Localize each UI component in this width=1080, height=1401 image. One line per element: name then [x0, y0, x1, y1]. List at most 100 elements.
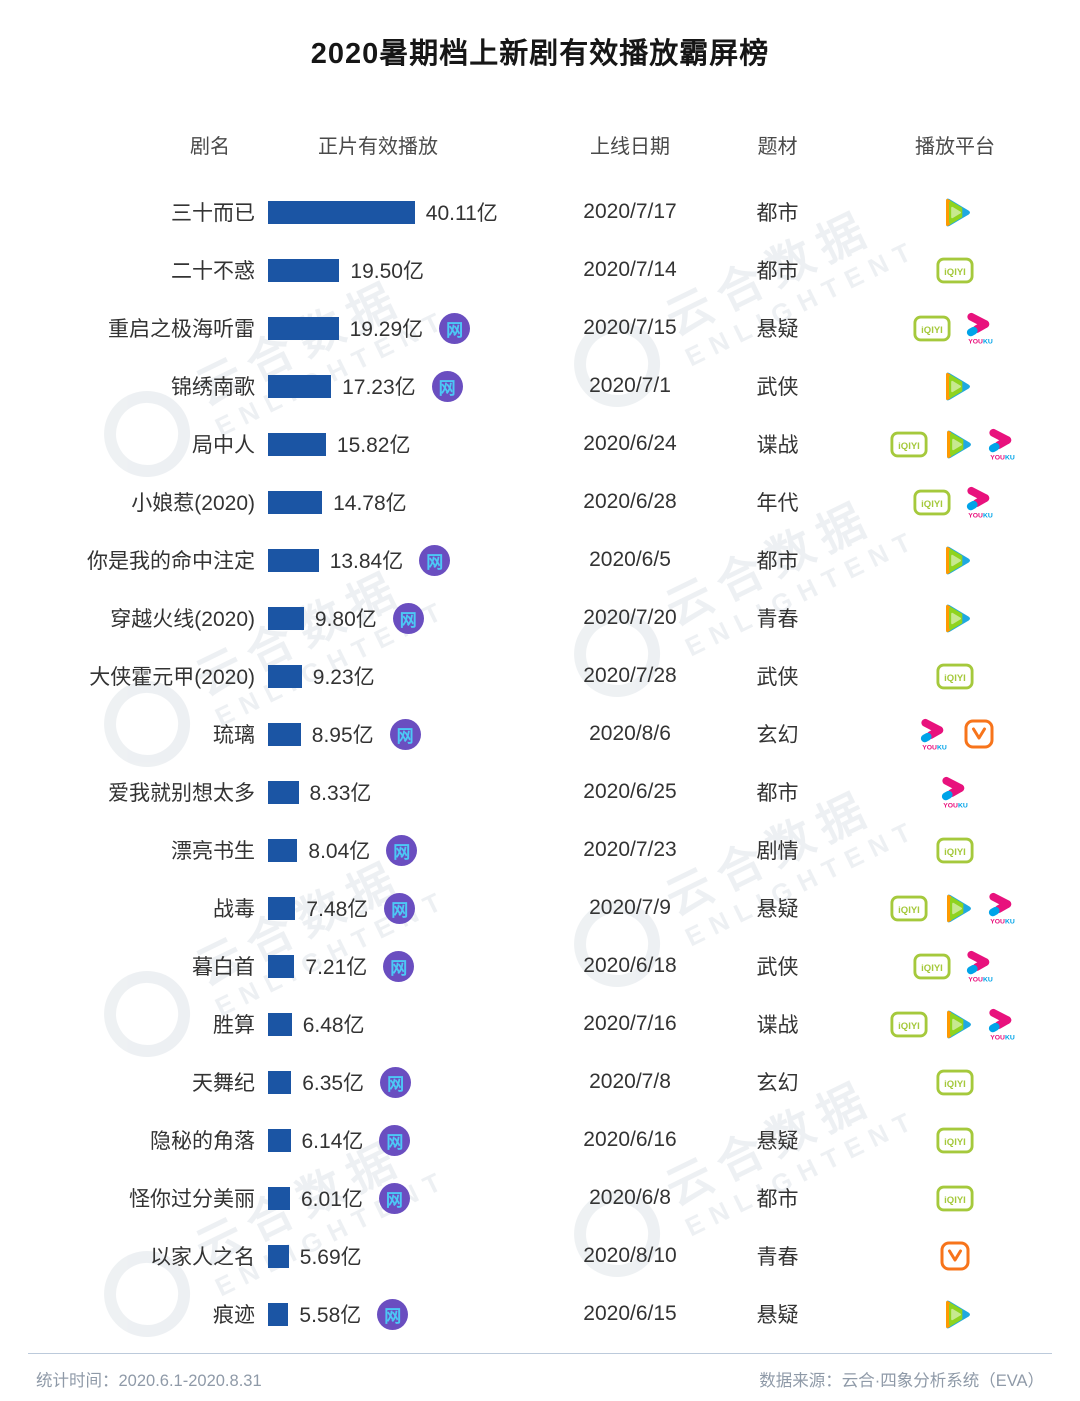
tencent-video-icon — [945, 198, 970, 226]
release-date: 2020/6/15 — [583, 1302, 677, 1325]
mango-tv-icon — [940, 1241, 970, 1271]
genre: 都市 — [756, 1188, 799, 1211]
web-drama-badge: 网 — [383, 950, 415, 982]
genre: 青春 — [756, 608, 799, 631]
playback-bar — [268, 258, 340, 282]
playback-cell: 9.23亿 — [255, 661, 555, 691]
playback-value: 8.33亿 — [309, 782, 372, 805]
iqiyi-icon: iQIYI — [936, 663, 974, 689]
playback-bar — [268, 954, 295, 978]
drama-name: 锦绣南歌 — [171, 376, 255, 399]
table-row: 痕迹 5.58亿 网 2020/6/15 悬疑 — [0, 1285, 1080, 1343]
genre: 都市 — [756, 550, 799, 573]
svg-text:YOUKU: YOUKU — [943, 802, 968, 809]
svg-text:YOUKU: YOUKU — [968, 512, 993, 519]
playback-cell: 8.95亿 网 — [255, 718, 555, 750]
column-header-playback: 正片有效播放 — [318, 136, 438, 158]
web-drama-badge: 网 — [419, 544, 451, 576]
drama-name: 穿越火线(2020) — [110, 608, 255, 631]
svg-text:iQIYI: iQIYI — [944, 1136, 966, 1147]
playback-bar — [268, 490, 323, 514]
column-header-genre: 题材 — [757, 136, 798, 158]
table-row: 局中人 15.82亿 2020/6/24 谍战 iQIYI YOUKU — [0, 415, 1080, 473]
playback-value: 40.11亿 — [425, 202, 498, 225]
web-drama-badge: 网 — [377, 1298, 409, 1330]
web-drama-badge: 网 — [392, 602, 424, 634]
platform-icons: iQIYI YOUKU — [850, 311, 1060, 346]
playback-cell: 19.50亿 — [255, 255, 555, 285]
playback-bar — [268, 432, 326, 456]
drama-name: 战毒 — [213, 898, 255, 921]
platform-icons — [850, 196, 1060, 229]
iqiyi-icon: iQIYI — [936, 257, 974, 283]
playback-cell: 40.11亿 — [255, 197, 555, 227]
playback-bar — [268, 1186, 290, 1210]
release-date: 2020/6/18 — [583, 954, 677, 977]
iqiyi-icon: iQIYI — [936, 1185, 974, 1211]
drama-name: 小娘惹(2020) — [131, 492, 255, 515]
playback-value: 14.78亿 — [333, 492, 407, 515]
playback-bar — [268, 722, 301, 746]
tencent-video-icon — [947, 894, 972, 922]
playback-bar — [268, 896, 296, 920]
column-header-name: 剧名 — [190, 136, 230, 158]
playback-value: 7.48亿 — [306, 898, 369, 921]
release-date: 2020/7/23 — [583, 838, 677, 861]
playback-bar — [268, 780, 299, 804]
web-drama-badge: 网 — [431, 370, 463, 402]
genre: 都市 — [756, 782, 799, 805]
release-date: 2020/7/1 — [589, 374, 671, 397]
playback-bar — [268, 1244, 289, 1268]
playback-bar — [268, 374, 332, 398]
youku-icon: YOUKU — [941, 776, 968, 809]
table-row: 爱我就别想太多 8.33亿 2020/6/25 都市 YOUKU — [0, 763, 1080, 821]
platform-icons: iQIYI YOUKU — [850, 949, 1060, 984]
table-row: 大侠霍元甲(2020) 9.23亿 2020/7/28 武侠 iQIYI — [0, 647, 1080, 705]
playback-bar — [268, 838, 298, 862]
platform-icons — [850, 1241, 1060, 1271]
platform-icons: iQIYI YOUKU — [850, 891, 1060, 926]
iqiyi-icon: iQIYI — [936, 837, 974, 863]
youku-icon: YOUKU — [988, 892, 1015, 925]
svg-text:YOUKU: YOUKU — [990, 1034, 1015, 1041]
drama-name: 漂亮书生 — [171, 840, 255, 863]
tencent-video-icon — [947, 430, 972, 458]
svg-text:iQIYI: iQIYI — [944, 266, 966, 277]
playback-value: 9.80亿 — [314, 608, 377, 631]
genre: 悬疑 — [756, 318, 799, 341]
platform-icons: iQIYI — [850, 836, 1060, 865]
playback-bar — [268, 1070, 292, 1094]
table-body: 三十而已 40.11亿 2020/7/17 都市 二十不惑 19.50亿 202… — [0, 183, 1080, 1343]
iqiyi-icon: iQIYI — [890, 895, 928, 921]
genre: 武侠 — [756, 956, 799, 979]
playback-bar — [268, 606, 304, 630]
svg-text:iQIYI: iQIYI — [898, 440, 920, 451]
playback-value: 8.04亿 — [308, 840, 371, 863]
table-row: 三十而已 40.11亿 2020/7/17 都市 — [0, 183, 1080, 241]
release-date: 2020/8/6 — [589, 722, 671, 745]
release-date: 2020/7/14 — [583, 258, 677, 281]
release-date: 2020/6/28 — [583, 490, 677, 513]
page-title: 2020暑期档上新剧有效播放霸屏榜 — [310, 38, 770, 70]
playback-value: 5.58亿 — [299, 1304, 362, 1327]
footer-stat-period: 统计时间：2020.6.1-2020.8.31 — [36, 1372, 262, 1390]
svg-text:iQIYI: iQIYI — [944, 672, 966, 683]
playback-cell: 8.04亿 网 — [255, 834, 555, 866]
playback-cell: 19.29亿 网 — [255, 312, 555, 344]
svg-text:iQIYI: iQIYI — [898, 1020, 920, 1031]
playback-bar — [268, 1302, 289, 1326]
playback-bar — [268, 1012, 292, 1036]
genre: 谍战 — [756, 434, 799, 457]
web-drama-badge: 网 — [389, 718, 421, 750]
platform-icons: iQIYI — [850, 1184, 1060, 1213]
web-drama-badge: 网 — [380, 1066, 412, 1098]
playback-value: 6.48亿 — [302, 1014, 365, 1037]
platform-icons — [850, 602, 1060, 635]
playback-cell: 15.82亿 — [255, 429, 555, 459]
playback-value: 19.50亿 — [350, 260, 424, 283]
playback-cell: 7.21亿 网 — [255, 950, 555, 982]
playback-value: 17.23亿 — [342, 376, 416, 399]
table-row: 怪你过分美丽 6.01亿 网 2020/6/8 都市 iQIYI — [0, 1169, 1080, 1227]
table-row: 漂亮书生 8.04亿 网 2020/7/23 剧情 iQIYI — [0, 821, 1080, 879]
web-drama-badge: 网 — [378, 1182, 410, 1214]
